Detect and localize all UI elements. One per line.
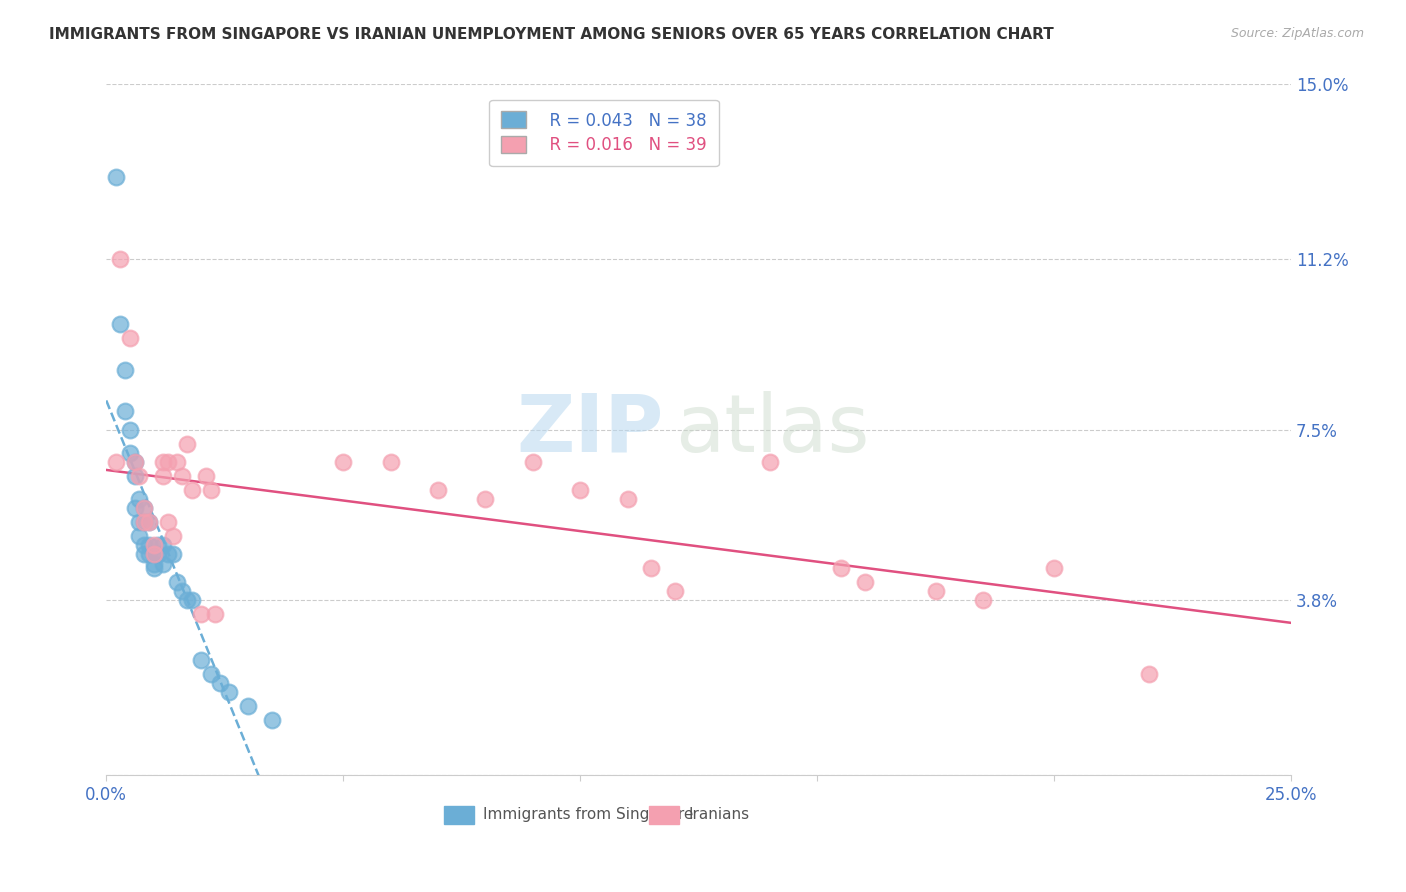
Point <box>152 455 174 469</box>
Point <box>138 538 160 552</box>
Point <box>134 501 156 516</box>
Text: atlas: atlas <box>675 391 869 469</box>
Point <box>190 653 212 667</box>
Point <box>262 713 284 727</box>
Point <box>124 469 146 483</box>
Point <box>180 483 202 497</box>
Point <box>128 491 150 506</box>
Point <box>759 455 782 469</box>
Text: Iranians: Iranians <box>688 807 749 822</box>
Point <box>114 404 136 418</box>
Point <box>830 561 852 575</box>
Point <box>142 557 165 571</box>
Point <box>616 491 638 506</box>
Point <box>204 607 226 622</box>
Point <box>640 561 662 575</box>
Point <box>128 469 150 483</box>
Point <box>522 455 544 469</box>
Point <box>162 547 184 561</box>
Point <box>208 676 231 690</box>
Text: Source: ZipAtlas.com: Source: ZipAtlas.com <box>1230 27 1364 40</box>
Point <box>238 699 260 714</box>
Point <box>134 501 156 516</box>
Point <box>200 667 222 681</box>
Point <box>380 455 402 469</box>
Point <box>156 455 179 469</box>
Point <box>180 593 202 607</box>
Point <box>218 685 240 699</box>
Point <box>170 584 193 599</box>
Point <box>152 557 174 571</box>
Point <box>664 584 686 599</box>
Point <box>142 547 165 561</box>
Point <box>152 469 174 483</box>
Point <box>128 529 150 543</box>
Text: IMMIGRANTS FROM SINGAPORE VS IRANIAN UNEMPLOYMENT AMONG SENIORS OVER 65 YEARS CO: IMMIGRANTS FROM SINGAPORE VS IRANIAN UNE… <box>49 27 1054 42</box>
Point <box>972 593 994 607</box>
Point <box>134 515 156 529</box>
Point <box>142 547 165 561</box>
Point <box>194 469 217 483</box>
Point <box>474 491 496 506</box>
Point <box>156 547 179 561</box>
Point <box>148 538 170 552</box>
Point <box>1043 561 1066 575</box>
Point <box>853 574 876 589</box>
Point <box>156 515 179 529</box>
Point <box>118 423 141 437</box>
Point <box>569 483 592 497</box>
Point <box>124 455 146 469</box>
Point <box>176 436 198 450</box>
Text: ZIP: ZIP <box>516 391 664 469</box>
Point <box>138 547 160 561</box>
Point <box>110 317 132 331</box>
FancyBboxPatch shape <box>650 806 679 824</box>
Point <box>332 455 354 469</box>
Point <box>148 547 170 561</box>
Point <box>134 515 156 529</box>
Point <box>1137 667 1160 681</box>
Point <box>166 455 188 469</box>
Point <box>110 252 132 267</box>
Point <box>170 469 193 483</box>
Text: Immigrants from Singapore: Immigrants from Singapore <box>484 807 693 822</box>
FancyBboxPatch shape <box>444 806 474 824</box>
Point <box>190 607 212 622</box>
Point <box>166 574 188 589</box>
Point <box>142 561 165 575</box>
Point <box>200 483 222 497</box>
Point <box>118 331 141 345</box>
Point <box>134 547 156 561</box>
Point <box>138 515 160 529</box>
Point <box>118 446 141 460</box>
Point <box>114 363 136 377</box>
Point <box>138 515 160 529</box>
Point <box>925 584 948 599</box>
Point <box>162 529 184 543</box>
Legend:   R = 0.043   N = 38,   R = 0.016   N = 39: R = 0.043 N = 38, R = 0.016 N = 39 <box>489 100 718 166</box>
Point <box>128 515 150 529</box>
Point <box>124 501 146 516</box>
Point <box>104 455 127 469</box>
Point <box>176 593 198 607</box>
Point <box>142 538 165 552</box>
Point <box>134 538 156 552</box>
Point <box>104 169 127 184</box>
Point <box>152 538 174 552</box>
Point <box>124 455 146 469</box>
Point <box>427 483 450 497</box>
